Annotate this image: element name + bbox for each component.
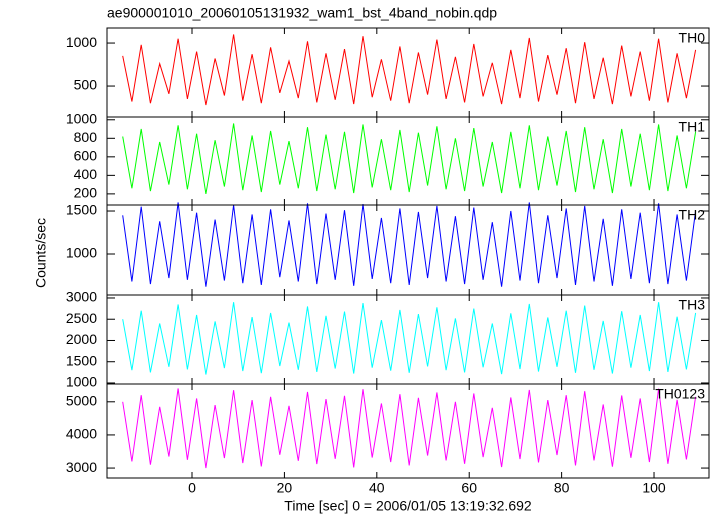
x-tick-label: 40 [369,480,385,496]
y-tick-label: 1000 [66,245,97,261]
y-tick-label: 3000 [66,459,97,475]
x-tick-label: 60 [461,480,477,496]
panel-frame [106,294,710,385]
y-tick-label: 200 [74,185,98,201]
panel-label: TH0123 [655,386,705,402]
y-tick-label: 4000 [66,426,97,442]
y-tick-label: 2000 [66,331,97,347]
y-tick-label: 400 [74,166,98,182]
y-tick-label: 1000 [66,34,97,50]
panel-frame [106,116,710,206]
panel-label: TH2 [679,207,706,223]
x-tick-label: 100 [642,480,666,496]
y-tick-label: 2500 [66,310,97,326]
y-tick-label: 1500 [66,202,97,218]
data-line [122,388,697,469]
y-tick-label: 500 [74,77,98,93]
chart-title: ae900001010_20060105131932_wam1_bst_4ban… [107,5,497,21]
panel-frame [106,27,710,118]
x-tick-label: 0 [188,480,196,496]
data-line [122,34,697,106]
panel-label: TH0 [679,30,706,46]
y-tick-label: 1000 [66,374,97,390]
y-tick-label: 1000 [66,110,97,126]
data-line [122,302,697,375]
panel-label: TH1 [679,119,706,135]
panel-frame [106,383,710,479]
y-tick-label: 5000 [66,392,97,408]
y-tick-label: 3000 [66,289,97,305]
data-line [122,123,697,194]
y-tick-label: 800 [74,129,98,145]
panel-label: TH3 [679,297,706,313]
x-tick-label: 20 [277,480,293,496]
x-tick-label: 80 [554,480,570,496]
y-tick-label: 600 [74,148,98,164]
y-tick-label: 1500 [66,352,97,368]
x-axis-title: Time [sec] 0 = 2006/01/05 13:19:32.692 [284,498,532,514]
y-axis-title: Counts/sec [33,218,49,288]
data-line [122,202,697,287]
